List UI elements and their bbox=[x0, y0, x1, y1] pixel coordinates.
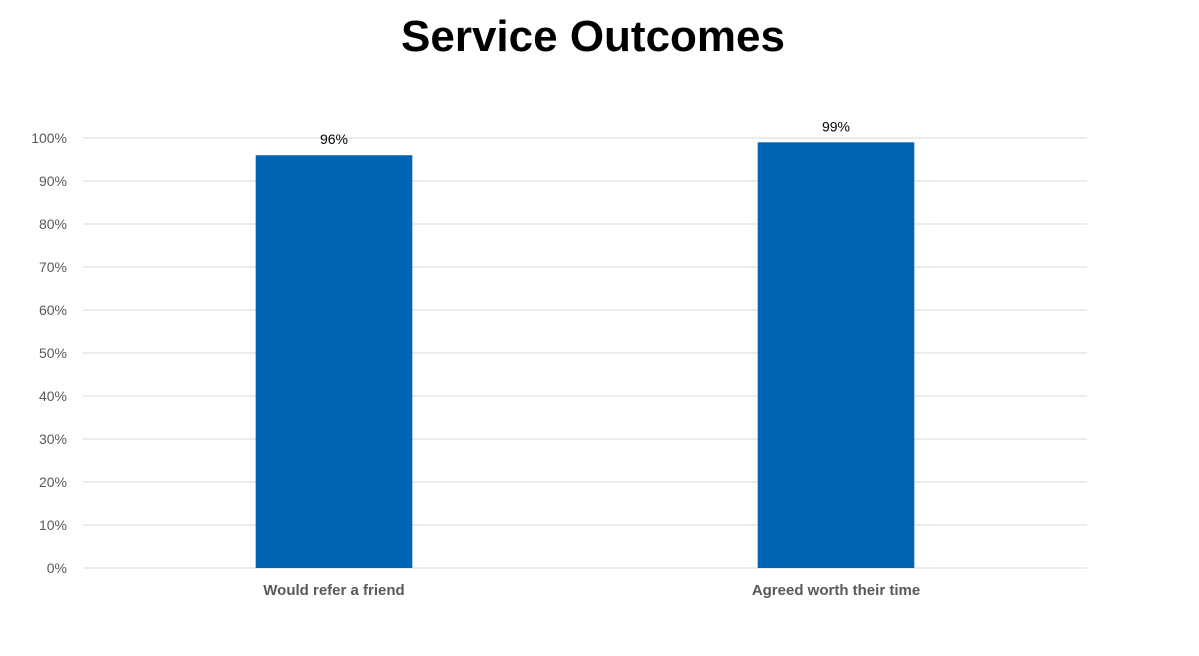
y-tick-label: 50% bbox=[39, 345, 67, 361]
y-tick-label: 20% bbox=[39, 474, 67, 490]
y-tick-label: 80% bbox=[39, 216, 67, 232]
y-tick-label: 40% bbox=[39, 388, 67, 404]
y-tick-label: 30% bbox=[39, 431, 67, 447]
y-tick-label: 70% bbox=[39, 259, 67, 275]
y-tick-label: 100% bbox=[31, 130, 67, 146]
x-tick-label: Agreed worth their time bbox=[752, 582, 920, 599]
data-label: 99% bbox=[822, 118, 850, 134]
x-tick-label: Would refer a friend bbox=[263, 582, 404, 599]
data-label: 96% bbox=[320, 131, 348, 147]
bar bbox=[255, 155, 413, 568]
y-tick-label: 10% bbox=[39, 517, 67, 533]
chart-title: Service Outcomes bbox=[401, 12, 785, 61]
y-tick-label: 60% bbox=[39, 302, 67, 318]
y-tick-label: 90% bbox=[39, 173, 67, 189]
y-tick-label: 0% bbox=[47, 560, 67, 576]
bar bbox=[757, 142, 915, 569]
